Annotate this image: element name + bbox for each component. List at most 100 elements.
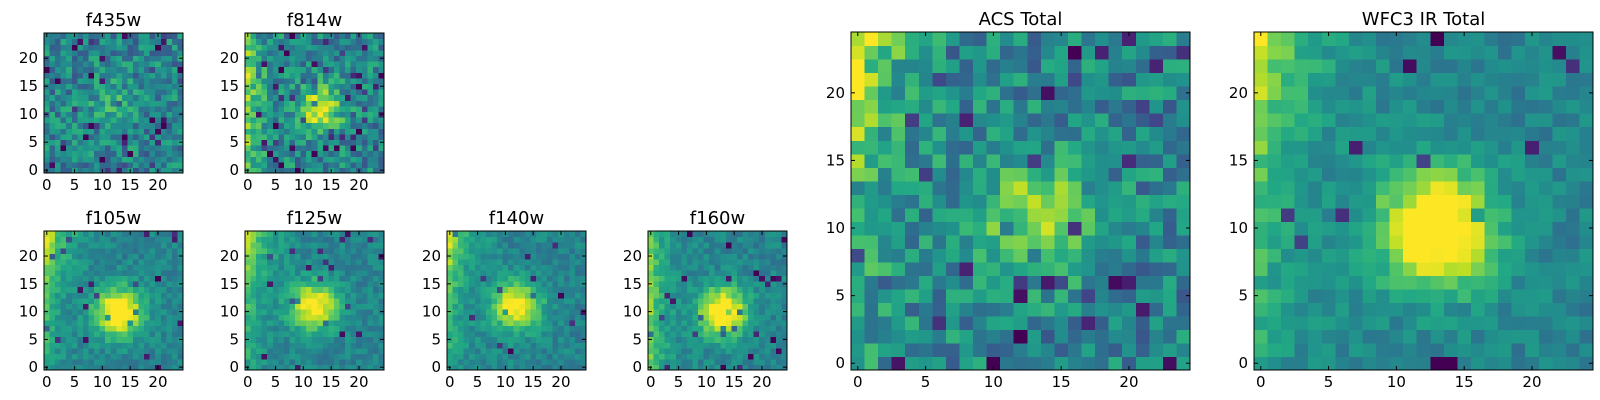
heatmap-cell (480, 353, 487, 360)
heatmap-cell (851, 72, 866, 87)
heatmap-cell (356, 358, 363, 366)
heatmap-cell (171, 242, 179, 249)
heatmap-cell (55, 49, 62, 56)
heatmap-cell (272, 258, 279, 265)
heatmap-cell (547, 297, 554, 304)
heatmap-cell (306, 231, 313, 238)
heatmap-cell (261, 264, 268, 271)
heatmap-cell (55, 33, 62, 40)
heatmap-cell (55, 269, 62, 277)
heatmap-cell (71, 342, 78, 349)
heatmap-cell (317, 342, 324, 349)
heatmap-cell (497, 314, 504, 321)
heatmap-cell (77, 242, 84, 249)
heatmap-cell (1294, 288, 1309, 303)
heatmap-cell (458, 236, 465, 243)
heatmap-cell (278, 236, 285, 243)
heatmap-cell (1108, 153, 1123, 168)
axes-frame (244, 230, 385, 371)
heatmap-cell (1511, 261, 1526, 276)
heatmap-cell (574, 281, 582, 288)
heatmap-cell (356, 242, 363, 249)
heatmap-cell (317, 308, 324, 315)
heatmap-cell (659, 231, 666, 238)
heatmap-cell (731, 275, 738, 282)
heatmap-cell (378, 247, 385, 254)
heatmap-cell (736, 358, 744, 366)
heatmap-cell (300, 353, 307, 360)
heatmap-cell (110, 236, 117, 243)
heatmap-cell (1013, 140, 1028, 155)
heatmap-cell (519, 242, 526, 249)
heatmap-cell (361, 100, 368, 107)
heatmap-cell (350, 150, 357, 157)
heatmap-cell (474, 325, 481, 332)
heatmap-cell (256, 242, 263, 249)
heatmap-cell (775, 297, 783, 304)
heatmap-cell (1108, 288, 1123, 303)
heatmap-cell (480, 336, 487, 343)
heatmap-cell (714, 242, 721, 249)
heatmap-cell (1095, 329, 1110, 344)
heatmap-cell (55, 314, 62, 321)
axes-frame (647, 230, 788, 371)
heatmap-cell (1294, 167, 1309, 182)
heatmap-cell (55, 247, 62, 254)
heatmap-cell (261, 161, 268, 168)
heatmap-cell (864, 153, 879, 168)
heatmap-cell (149, 308, 156, 315)
heatmap-cell (339, 364, 346, 371)
heatmap-cell (250, 314, 257, 321)
y-tick-label: 0 (632, 358, 642, 376)
heatmap-cell (378, 258, 385, 265)
heatmap-cell (127, 105, 134, 112)
heatmap-cell (88, 66, 95, 73)
heatmap-cell (60, 44, 67, 51)
heatmap-cell (155, 286, 162, 293)
heatmap-cell (171, 358, 179, 366)
heatmap-cell (1054, 45, 1069, 60)
heatmap-cell (851, 32, 866, 47)
heatmap-cell (569, 308, 576, 315)
heatmap-cell (144, 342, 151, 349)
heatmap-cell (864, 113, 879, 128)
heatmap-cell (535, 253, 543, 260)
heatmap-cell (245, 342, 252, 349)
heatmap-cell (171, 364, 179, 371)
heatmap-cell (99, 72, 106, 79)
heatmap-cell (171, 89, 179, 96)
heatmap-cell (1162, 113, 1178, 128)
x-tick-label: 5 (674, 373, 684, 391)
heatmap-cell (973, 180, 988, 195)
heatmap-cell (328, 66, 335, 73)
heatmap-cell (463, 342, 470, 349)
heatmap-cell (664, 231, 671, 238)
heatmap-cell (155, 325, 162, 332)
heatmap-cell (558, 281, 565, 288)
heatmap-cell (648, 347, 655, 354)
heatmap-cell (278, 258, 285, 265)
heatmap-cell (77, 100, 84, 107)
heatmap-cell (1013, 99, 1028, 114)
heatmap-cell (250, 353, 257, 360)
heatmap-cell (105, 77, 112, 84)
heatmap-cell (250, 364, 257, 371)
heatmap-cell (256, 258, 263, 265)
heatmap-cell (686, 336, 694, 343)
heatmap-cell (160, 55, 167, 62)
heatmap-cell (1013, 180, 1028, 195)
heatmap-cell (552, 242, 559, 249)
heatmap-cell (1013, 221, 1028, 236)
heatmap-cell (328, 156, 335, 163)
heatmap-cell (77, 72, 84, 79)
heatmap-cell (66, 342, 73, 349)
heatmap-cell (250, 247, 257, 254)
heatmap-cell (932, 140, 947, 155)
heatmap-cell (132, 325, 140, 332)
heatmap-cell (1095, 248, 1110, 263)
heatmap-cell (1122, 261, 1137, 276)
heatmap-cell (1348, 221, 1364, 236)
heatmap-cell (278, 331, 285, 338)
heatmap-cell (1430, 194, 1445, 209)
heatmap-cell (99, 55, 106, 62)
